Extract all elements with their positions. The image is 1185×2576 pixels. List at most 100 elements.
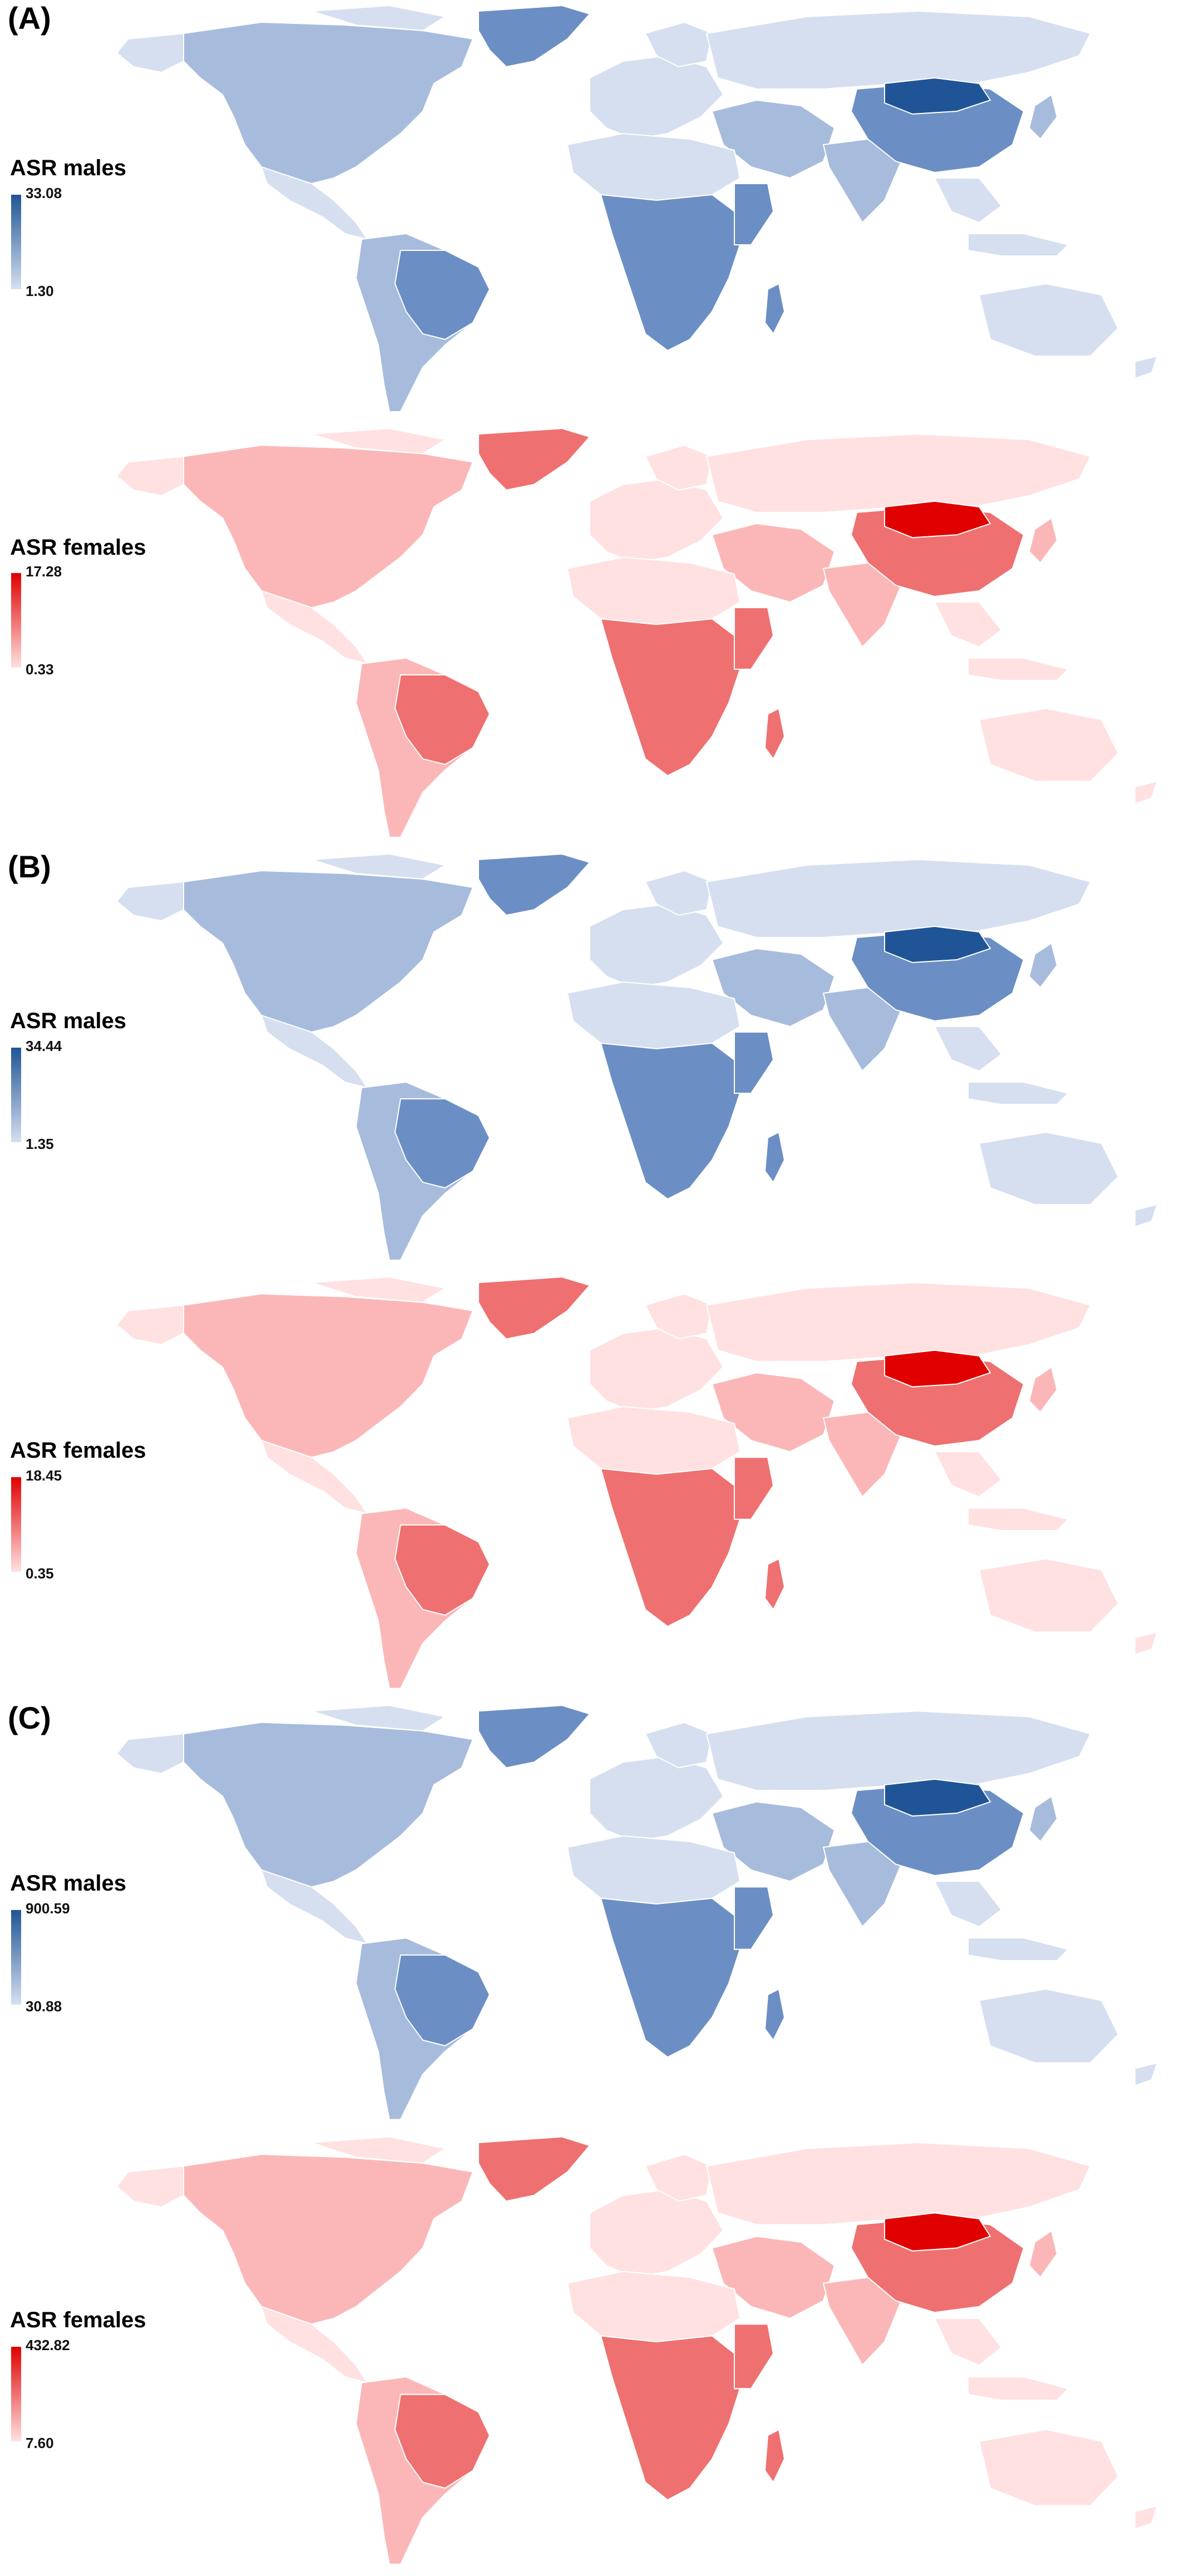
north-america-shape [183,1721,474,1888]
scandinavia-shape [644,2153,713,2202]
australia-shape [978,1558,1119,1633]
indonesia-shape [967,657,1069,682]
indonesia-shape [967,233,1069,256]
alaska-shape [116,456,184,496]
greenland-shape [478,428,591,491]
east-africa-shape [734,1886,774,1950]
scandinavia-shape [644,1721,713,1769]
central-south-africa-shape [600,2335,741,2501]
new-zealand-shape [1134,780,1158,805]
world-choropleth-map [116,1705,1158,2120]
legend-title: ASR males [10,1009,126,1033]
canada-north-islands-shape [311,2136,447,2164]
japan-shape [1028,1795,1058,1843]
indonesia-shape [967,2376,1069,2401]
legend-gradient-bar [11,195,21,289]
canada-north-islands-shape [311,4,447,32]
canada-north-islands-shape [311,1276,447,1303]
scandinavia-shape [644,1293,713,1340]
north-africa-shape [566,2271,741,2343]
panel-label-c: (C) [8,1700,51,1735]
map-c-females: ASR females 432.82 7.60 [0,2131,1185,2576]
new-zealand-shape [1134,1631,1158,1656]
legend-max-value: 34.44 [26,1038,62,1054]
east-africa-shape [734,183,774,245]
europe-shape [589,2189,724,2278]
alaska-shape [116,1733,184,1774]
legend-max-value: 432.82 [26,2337,70,2353]
madagascar-shape [764,1988,786,2041]
greenland-shape [478,4,591,68]
east-africa-shape [734,2323,774,2390]
brazil-shape [394,250,491,340]
canada-north-islands-shape [311,853,447,880]
legend-max-value: 33.08 [26,185,62,201]
russia-shape [705,858,1092,938]
europe-shape [589,55,724,140]
legend-gradient-bar [11,1477,21,1572]
legend-gradient-bar [11,1048,21,1142]
russia-shape [705,433,1092,514]
mexico-central-america-shape [260,2306,369,2384]
mexico-central-america-shape [260,590,369,665]
russia-shape [705,1282,1092,1363]
legend-title: ASR males [10,1871,126,1896]
mongolia-shape [884,2212,991,2252]
russia-shape [705,2141,1092,2225]
east-africa-shape [734,1457,774,1520]
mexico-central-america-shape [260,1439,369,1515]
legend-max-value: 900.59 [26,1900,70,1917]
legend-gradient-bar [11,1910,21,2005]
japan-shape [1028,1366,1058,1413]
central-south-africa-shape [600,194,741,352]
scandinavia-shape [644,870,713,916]
legend-title: ASR females [10,1438,146,1463]
brazil-shape [394,1524,491,1616]
madagascar-shape [764,283,786,335]
map-a-females: ASR females 17.28 0.33 [0,423,1185,848]
east-africa-shape [734,607,774,670]
europe-shape [589,1327,724,1413]
world-choropleth-map [116,428,1158,838]
map-a-males: ASR males 33.08 1.30 [0,0,1185,423]
greenland-shape [478,2136,591,2202]
europe-shape [589,1755,724,1842]
north-africa-shape [566,1835,741,1905]
mongolia-shape [884,1778,991,1817]
legend-min-value: 1.30 [26,283,54,299]
brazil-shape [394,1954,491,2047]
central-south-africa-shape [600,1468,741,1627]
legend-title: ASR males [10,156,126,180]
japan-shape [1028,517,1058,564]
north-africa-shape [566,132,741,201]
japan-shape [1028,942,1058,989]
new-zealand-shape [1134,2505,1158,2530]
greenland-shape [478,853,591,916]
indonesia-shape [967,1507,1069,1532]
southeast-asia-shape [934,1881,1003,1928]
map-c-males: ASR males 900.59 30.88 [0,1700,1185,2131]
scandinavia-shape [644,21,713,68]
world-choropleth-map [116,2136,1158,2565]
legend-max-value: 17.28 [26,563,62,580]
southeast-asia-shape [934,1451,1003,1498]
southeast-asia-shape [934,1026,1003,1072]
new-zealand-shape [1134,1203,1158,1228]
north-africa-shape [566,981,741,1050]
north-america-shape [183,2154,474,2325]
canada-north-islands-shape [311,1705,447,1732]
greenland-shape [478,1705,591,1769]
australia-shape [978,283,1119,357]
north-america-shape [183,445,474,609]
southeast-asia-shape [934,177,1003,224]
russia-shape [705,10,1092,90]
alaska-shape [116,32,184,73]
japan-shape [1028,2229,1058,2278]
japan-shape [1028,93,1058,140]
greenland-shape [478,1276,591,1340]
world-choropleth-map [116,4,1158,412]
map-b-males: ASR males 34.44 1.35 [0,848,1185,1271]
mexico-central-america-shape [260,1869,369,1945]
legend-min-value: 30.88 [26,1998,62,2015]
europe-shape [589,478,724,564]
